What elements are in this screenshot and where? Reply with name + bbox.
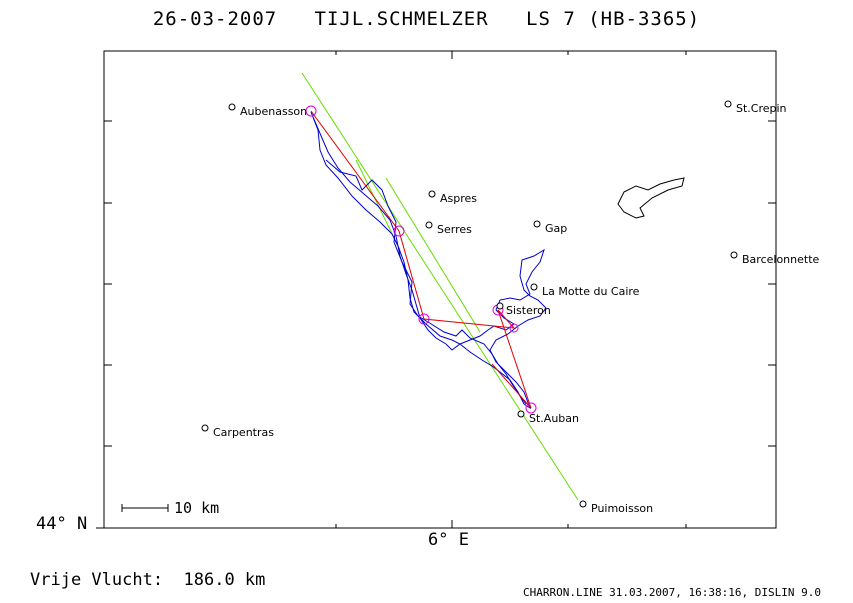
glider-type: LS 7 (HB-3365) bbox=[526, 8, 701, 30]
longitude-label: 6° E bbox=[428, 530, 469, 550]
town-label-aubenasson: Aubenasson bbox=[240, 105, 307, 118]
town-label-serres: Serres bbox=[437, 223, 472, 236]
flight-track bbox=[310, 111, 547, 410]
town-label-puimoisson: Puimoisson bbox=[591, 502, 653, 515]
scale-label: 10 km bbox=[174, 499, 220, 517]
turnpoints bbox=[305, 105, 537, 414]
town-markers bbox=[201, 100, 738, 508]
town-label-la-motte-du-caire: La Motte du Caire bbox=[542, 285, 640, 298]
page-title: 26-03-2007 TIJL.SCHMELZER LS 7 (HB-3365) bbox=[0, 8, 853, 30]
town-label-st-crepin: St.Crepin bbox=[736, 102, 787, 115]
flight-distance: Vrije Vlucht: 186.0 km bbox=[30, 570, 266, 590]
footer-credits: CHARRON.LINE 31.03.2007, 16:38:16, DISLI… bbox=[522, 586, 821, 599]
lake-outline bbox=[617, 177, 685, 219]
town-label-carpentras: Carpentras bbox=[213, 426, 274, 439]
flight-track-secondary bbox=[325, 159, 527, 405]
scale-bar bbox=[121, 504, 169, 512]
latitude-label: 44° N bbox=[36, 514, 88, 534]
task-line bbox=[310, 110, 532, 409]
map-frame bbox=[103, 50, 777, 529]
town-label-barcelonnette: Barcelonnette bbox=[742, 253, 820, 266]
axis-ticks bbox=[96, 51, 776, 529]
flight-date: 26-03-2007 bbox=[152, 8, 278, 30]
town-label-sisteron: Sisteron bbox=[506, 304, 551, 317]
town-label-gap: Gap bbox=[545, 222, 567, 235]
town-label-aspres: Aspres bbox=[440, 192, 477, 205]
town-label-st-auban: St.Auban bbox=[529, 412, 579, 425]
pilot-name: TIJL.SCHMELZER bbox=[314, 8, 489, 30]
